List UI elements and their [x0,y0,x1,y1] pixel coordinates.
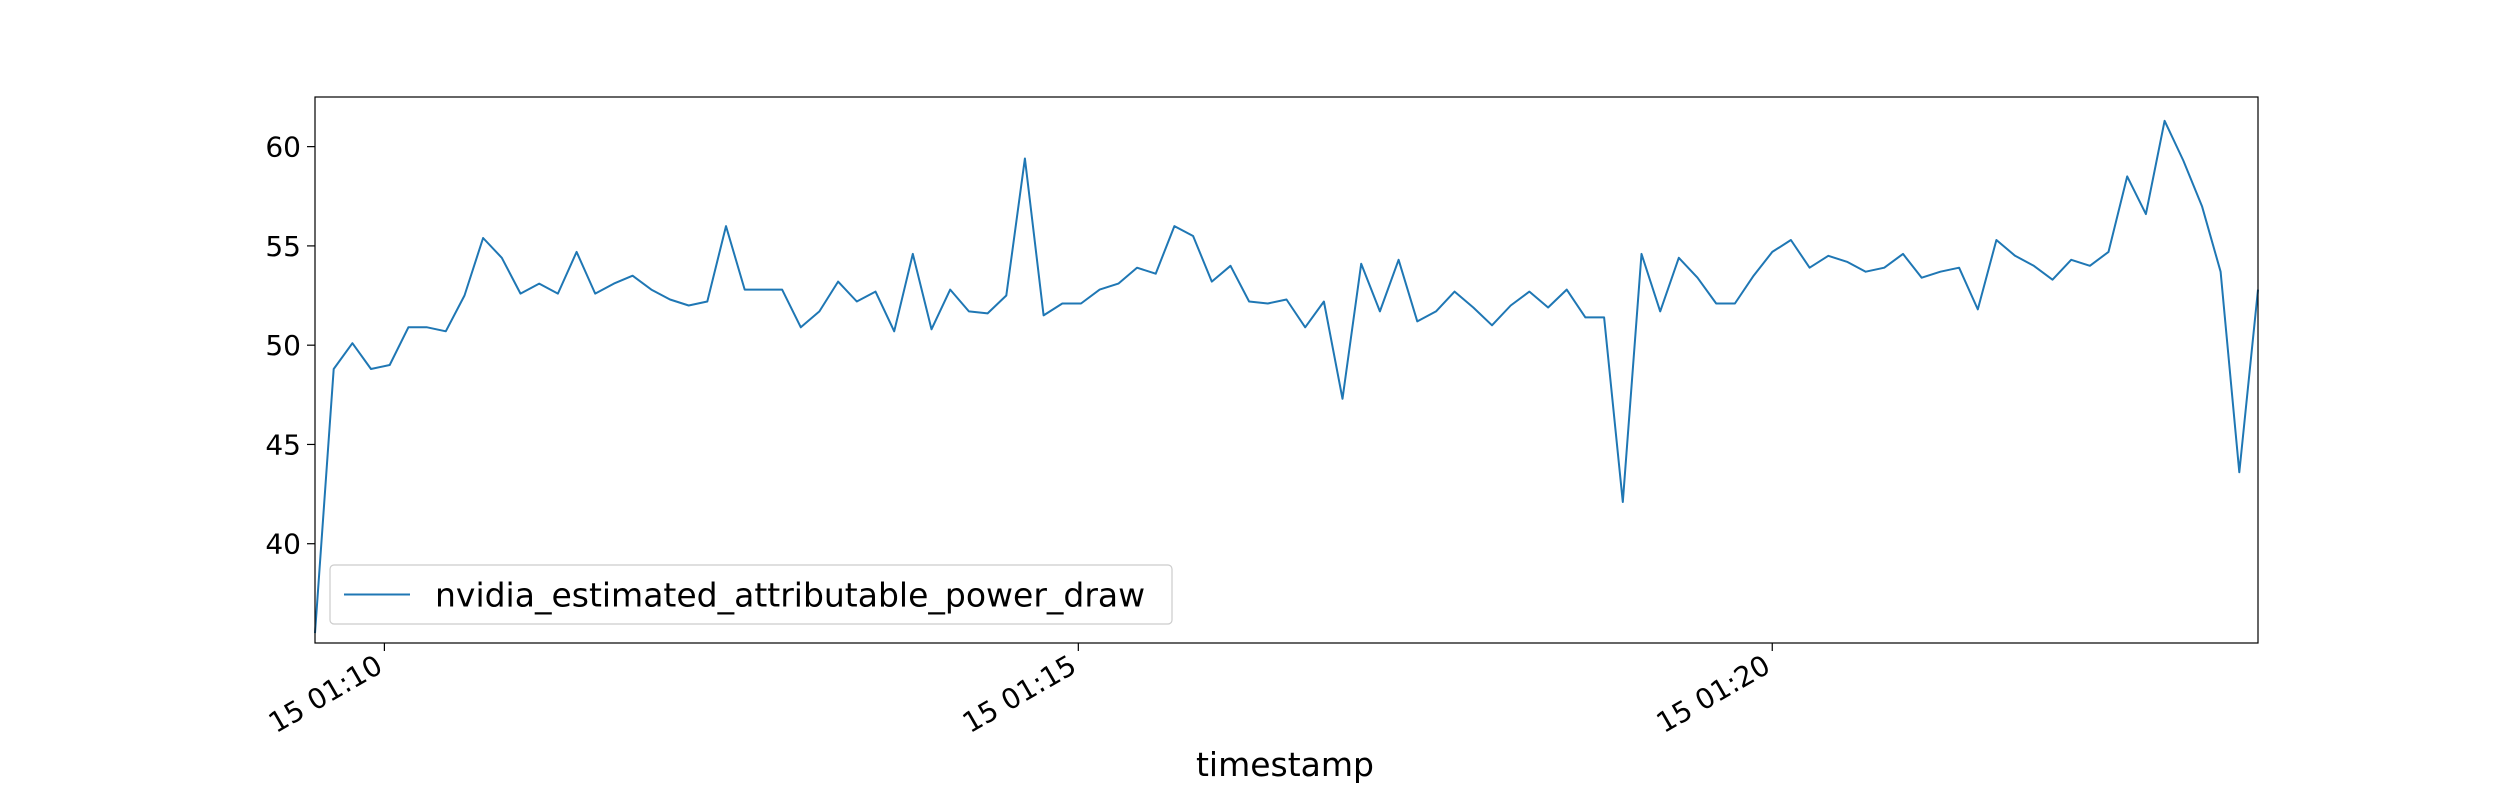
y-tick-label: 55 [265,230,301,263]
y-tick-label: 40 [265,528,301,561]
series-line [314,119,2259,634]
legend-box [329,564,1173,625]
plot-frame [314,96,2259,644]
x-axis-label: timestamp [1196,745,1374,784]
y-tick-label: 60 [265,131,301,164]
axes: 40 45 50 55 60 15 01:10 15 01:15 15 01:20 [263,96,2259,740]
legend: nvidia_estimated_attributable_power_draw [329,564,1173,625]
y-tick-label: 45 [265,428,301,461]
y-tick-label: 50 [265,329,301,362]
x-tick-label: 15 01:20 [1651,648,1776,739]
x-tick-label: 15 01:15 [957,648,1082,739]
plot-area [314,119,2259,634]
legend-label: nvidia_estimated_attributable_power_draw [435,576,1145,615]
x-tick-label: 15 01:10 [263,648,388,739]
